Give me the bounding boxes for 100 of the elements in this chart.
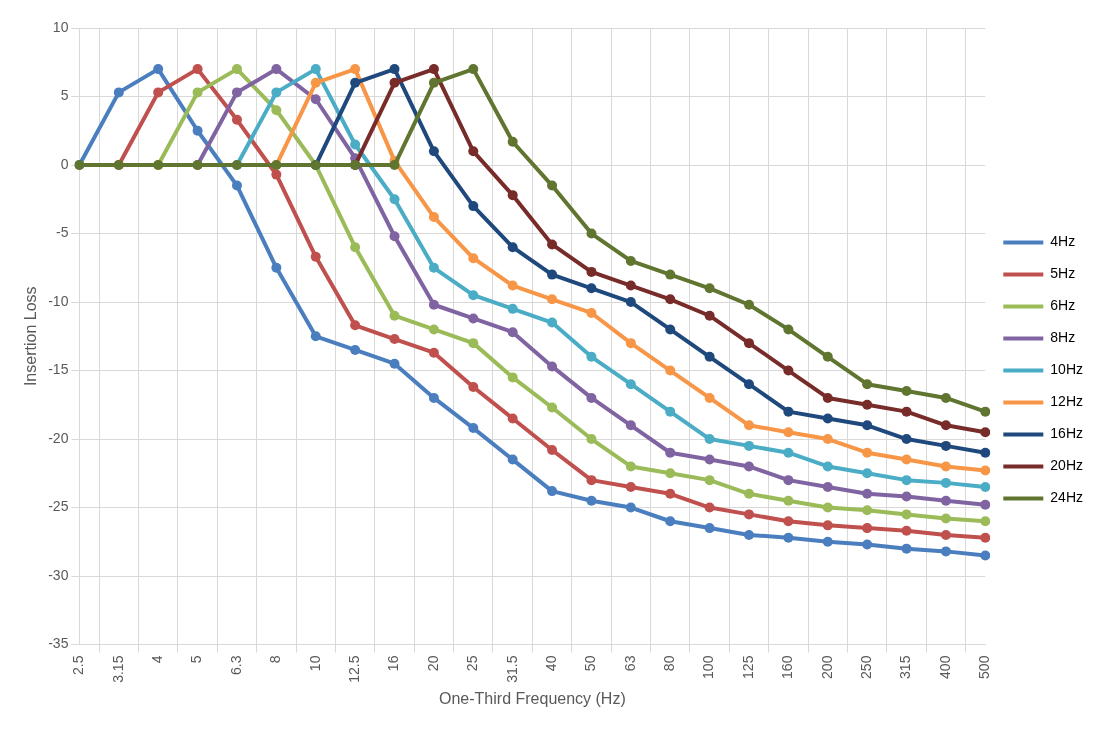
point — [310, 251, 321, 262]
x-tick-label: 31.5 — [503, 655, 520, 683]
point — [665, 488, 676, 499]
point — [980, 516, 991, 527]
x-tick-label: 63 — [621, 655, 638, 672]
point — [980, 532, 991, 543]
x-tick-label: 16 — [385, 655, 402, 672]
x-tick-label: 200 — [818, 655, 835, 679]
point — [547, 239, 558, 250]
y-tick-label: 10 — [52, 18, 69, 35]
point — [980, 406, 991, 417]
point — [271, 105, 282, 116]
legend-label: 20Hz — [1050, 457, 1083, 474]
x-axis-title: One-Third Frequency (Hz) — [439, 689, 626, 707]
legend-label: 16Hz — [1050, 425, 1083, 442]
legend-label: 8Hz — [1050, 329, 1076, 346]
legend-label: 24Hz — [1050, 489, 1083, 506]
point — [192, 64, 203, 75]
point — [783, 516, 794, 527]
point — [507, 303, 518, 314]
point — [428, 392, 439, 403]
point — [704, 475, 715, 486]
point — [389, 334, 400, 345]
point — [271, 87, 282, 98]
point — [586, 266, 597, 277]
point — [980, 465, 991, 476]
point — [980, 499, 991, 510]
point — [704, 434, 715, 445]
legend-label: 4Hz — [1050, 233, 1076, 250]
x-tick-label: 125 — [739, 655, 756, 679]
point — [625, 379, 636, 390]
point — [231, 64, 242, 75]
point — [113, 87, 124, 98]
point — [704, 351, 715, 362]
point — [980, 427, 991, 438]
point — [901, 509, 912, 520]
point — [862, 379, 873, 390]
point — [507, 190, 518, 201]
point — [625, 461, 636, 472]
point — [468, 381, 479, 392]
y-tick-label: 0 — [60, 155, 69, 172]
point — [783, 365, 794, 376]
point — [389, 160, 400, 171]
point — [901, 491, 912, 502]
point — [468, 290, 479, 301]
point — [783, 475, 794, 486]
point — [507, 280, 518, 291]
point — [940, 546, 951, 557]
legend-label: 5Hz — [1050, 265, 1076, 282]
x-tick-label: 315 — [897, 655, 914, 679]
y-tick-label: -30 — [48, 566, 69, 583]
point — [625, 297, 636, 308]
point — [822, 520, 833, 531]
point — [625, 481, 636, 492]
point — [625, 338, 636, 349]
point — [350, 242, 361, 253]
point — [744, 529, 754, 540]
point — [153, 87, 164, 98]
point — [862, 523, 873, 534]
point — [822, 392, 833, 403]
point — [704, 502, 715, 513]
point — [783, 532, 794, 543]
point — [665, 294, 676, 305]
point — [980, 481, 991, 492]
x-tick-label: 4 — [149, 655, 166, 664]
point — [940, 420, 951, 431]
x-tick-label: 8 — [267, 655, 284, 664]
y-tick-label: 5 — [60, 87, 69, 104]
point — [547, 402, 558, 413]
point — [507, 242, 518, 253]
point — [665, 365, 676, 376]
point — [428, 146, 439, 157]
point — [310, 77, 321, 88]
point — [586, 228, 597, 239]
point — [822, 502, 833, 513]
point — [862, 539, 873, 550]
point — [744, 509, 754, 520]
point — [783, 324, 794, 335]
point — [428, 64, 439, 75]
point — [271, 64, 282, 75]
point — [271, 169, 282, 180]
point — [980, 447, 991, 458]
legend-label: 12Hz — [1050, 393, 1083, 410]
x-tick-label: 2.5 — [70, 655, 87, 676]
point — [310, 94, 321, 105]
point — [586, 475, 597, 486]
point — [744, 379, 754, 390]
point — [271, 262, 282, 273]
point — [468, 423, 479, 434]
point — [901, 475, 912, 486]
x-tick-label: 400 — [936, 655, 953, 679]
point — [901, 454, 912, 465]
point — [822, 413, 833, 424]
point — [744, 299, 754, 310]
point — [665, 468, 676, 479]
point — [350, 77, 361, 88]
point — [940, 477, 951, 488]
point — [389, 194, 400, 205]
point — [901, 434, 912, 445]
point — [625, 255, 636, 266]
